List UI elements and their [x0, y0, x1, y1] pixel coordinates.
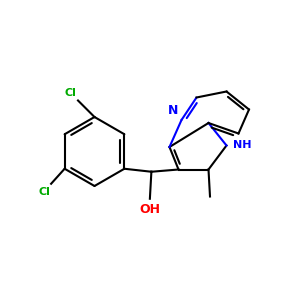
- Text: OH: OH: [140, 203, 160, 216]
- Text: Cl: Cl: [39, 187, 50, 197]
- Text: N: N: [167, 104, 178, 117]
- Text: Cl: Cl: [64, 88, 76, 98]
- Text: NH: NH: [233, 140, 252, 151]
